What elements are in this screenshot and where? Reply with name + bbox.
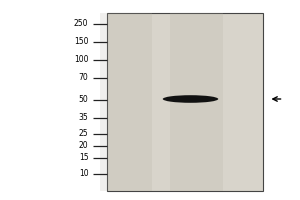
Bar <box>100 13 152 191</box>
Text: 100: 100 <box>74 55 88 64</box>
Ellipse shape <box>163 95 218 103</box>
Text: 150: 150 <box>74 38 88 46</box>
Text: 50: 50 <box>79 96 88 104</box>
Text: 15: 15 <box>79 154 88 162</box>
Text: 10: 10 <box>79 170 88 178</box>
Text: 35: 35 <box>79 114 88 122</box>
Text: 25: 25 <box>79 130 88 138</box>
Text: 70: 70 <box>79 73 88 82</box>
Text: 250: 250 <box>74 20 88 28</box>
Bar <box>106 13 262 191</box>
Bar <box>170 13 223 191</box>
Text: 20: 20 <box>79 142 88 150</box>
